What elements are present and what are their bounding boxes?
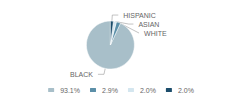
svg-text:WHITE: WHITE: [144, 30, 167, 37]
svg-text:93.1%: 93.1%: [60, 87, 80, 94]
svg-text:2.0%: 2.0%: [178, 87, 194, 94]
svg-text:2.0%: 2.0%: [140, 87, 156, 94]
svg-text:HISPANIC: HISPANIC: [123, 12, 156, 19]
svg-text:2.9%: 2.9%: [102, 87, 118, 94]
svg-text:BLACK: BLACK: [70, 71, 93, 78]
svg-text:ASIAN: ASIAN: [138, 21, 159, 28]
